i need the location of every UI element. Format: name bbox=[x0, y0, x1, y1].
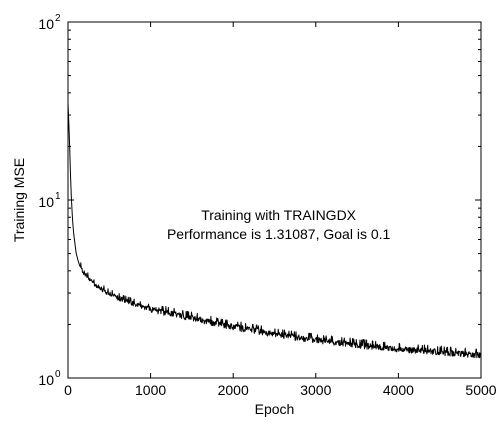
series-layer bbox=[67, 103, 482, 359]
plot-area bbox=[68, 22, 481, 378]
y-tick-label-base: 10 bbox=[38, 372, 54, 388]
y-tick-label-base: 10 bbox=[38, 16, 54, 32]
annotation-line-1: Training with TRAINGDX bbox=[201, 207, 356, 223]
x-tick-label: 3000 bbox=[300, 382, 331, 398]
x-tick-label: 1000 bbox=[135, 382, 166, 398]
y-tick-label-exponent: 1 bbox=[55, 191, 61, 202]
x-axis-ticks: 0 1000 2000 3000 4000 5000 bbox=[64, 22, 497, 398]
x-tick-label: 0 bbox=[64, 382, 72, 398]
y-axis-label: Training MSE bbox=[11, 158, 27, 242]
x-tick-label: 2000 bbox=[218, 382, 249, 398]
y-tick-label-base: 10 bbox=[38, 194, 54, 210]
x-axis-label: Epoch bbox=[255, 401, 295, 417]
x-tick-label: 5000 bbox=[465, 382, 496, 398]
series-line bbox=[67, 103, 482, 359]
x-tick-label: 4000 bbox=[383, 382, 414, 398]
annotation-line-2: Performance is 1.31087, Goal is 0.1 bbox=[167, 226, 391, 242]
y-tick-label-exponent: 2 bbox=[55, 13, 61, 24]
chart-annotation: Training with TRAINGDX Performance is 1.… bbox=[167, 207, 391, 242]
y-tick-label-exponent: 0 bbox=[55, 369, 61, 380]
